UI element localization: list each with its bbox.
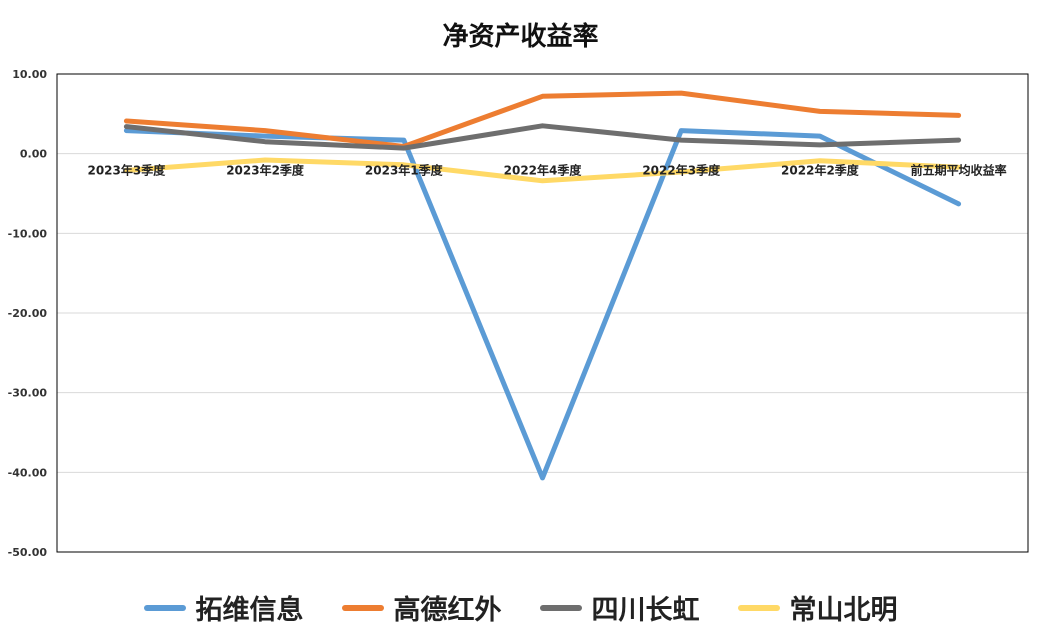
legend-item: 常山北明 [737,588,898,627]
y-tick-label: -20.00 [8,307,48,320]
legend-label: 高德红外 [393,595,502,626]
legend-item: 高德红外 [341,588,502,627]
legend-label: 拓维信息 [195,595,304,626]
y-tick-label: -30.00 [8,387,48,400]
series-line-1 [123,128,962,481]
series-line-4 [123,157,962,184]
series-line-3 [123,123,962,151]
y-tick-label: 0.00 [20,148,47,161]
legend-label: 常山北明 [789,595,898,626]
x-category-label: 2022年4季度 [504,163,583,178]
legend-swatch [737,604,780,611]
legend-item: 四川长虹 [539,588,700,627]
x-category-label: 2023年3季度 [87,163,166,178]
plot-frame [56,73,1029,553]
series-line-2 [123,90,962,149]
legend-item: 拓维信息 [143,588,304,627]
legend-label: 四川长虹 [591,595,700,626]
legend-swatch [539,604,582,611]
y-tick-label: -50.00 [8,546,48,559]
chart-legend: 拓维信息 高德红外 四川长虹 常山北明 [0,588,1041,627]
x-category-label: 2022年2季度 [781,163,860,178]
y-tick-label: 10.00 [12,68,47,81]
x-category-label: 前五期平均收益率 [911,163,1007,178]
y-tick-label: -40.00 [8,466,48,479]
chart-title: 净资产收益率 [442,22,599,52]
legend-swatch [341,604,384,611]
y-tick-label: -10.00 [8,227,48,240]
x-category-label: 2023年1季度 [365,163,444,178]
x-category-label: 2023年2季度 [226,163,305,178]
legend-swatch [143,604,186,611]
x-category-label: 2022年3季度 [642,163,721,178]
